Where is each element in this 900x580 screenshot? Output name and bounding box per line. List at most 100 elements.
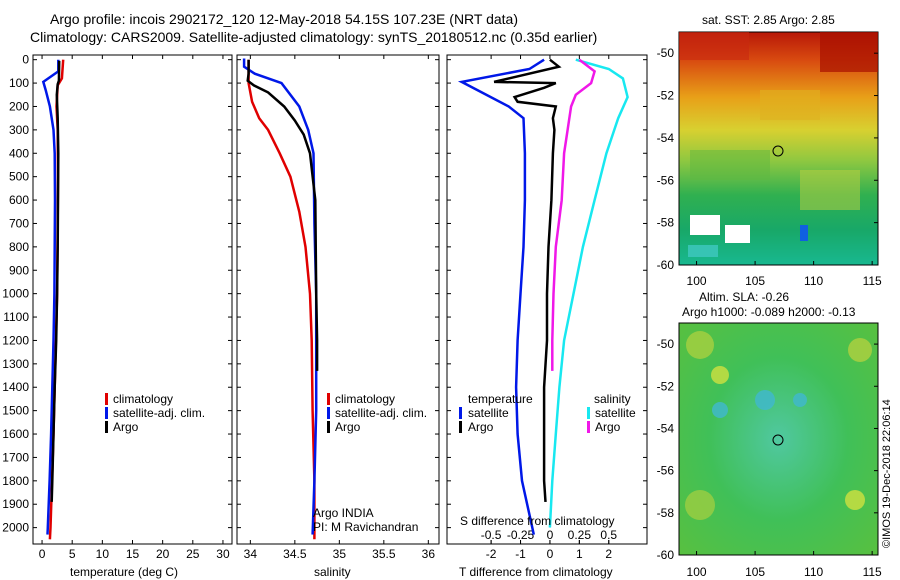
x-tick-label: 25 — [186, 547, 200, 561]
lat-tick-label: -56 — [657, 173, 675, 187]
lon-tick-label: 110 — [804, 274, 823, 288]
legend-label-s-argo: Argo — [595, 420, 621, 434]
legend-swatch-s-satellite — [587, 407, 590, 419]
s-difference-axis-label: S difference from climatology — [460, 514, 615, 528]
x-tick-label: 0.5 — [600, 528, 617, 542]
map2-title-1: Altim. SLA: -0.26 — [699, 290, 789, 304]
x-tick-label: 5 — [69, 547, 76, 561]
difference-legend: temperature satellite Argo salinity sate… — [459, 392, 636, 434]
lat-tick-label: -56 — [657, 464, 675, 478]
legend-label-climatology: climatology — [113, 392, 173, 406]
lon-tick-label: 100 — [687, 274, 707, 288]
depth-tick-label: 1600 — [2, 427, 29, 441]
x-tick-label: 30 — [216, 547, 230, 561]
legend-label-s-satellite: satellite — [595, 406, 636, 420]
depth-tick-label: 400 — [9, 146, 29, 160]
x-tick-label: -0.25 — [507, 528, 535, 542]
temperature-satellite-adj-clim--line — [41, 59, 60, 535]
credit-pi: PI: M Ravichandran — [313, 520, 418, 534]
x-tick-label: 10 — [96, 547, 110, 561]
salinity-x-ticks: 34 34.5 35 35.5 36 — [244, 55, 436, 561]
legend-swatch-argo — [327, 421, 330, 433]
depth-tick-label: 1800 — [2, 474, 29, 488]
x-tick-label: 0 — [547, 547, 554, 561]
depth-tick-label: 2000 — [2, 521, 29, 535]
lon-tick-label: 110 — [804, 565, 823, 579]
depth-tick-label: 700 — [9, 216, 29, 230]
legend-swatch-climatology — [105, 393, 108, 405]
lon-tick-label: 105 — [745, 565, 765, 579]
temperature-legend: climatology satellite-adj. clim. Argo — [105, 392, 205, 434]
difference-panel-frame — [446, 54, 648, 545]
depth-tick-label: 300 — [9, 123, 29, 137]
map2-lat-ticks: -50 -52 -54 -56 -58 -60 — [657, 337, 878, 562]
title-line-1: Argo profile: incois 2902172_120 12-May-… — [50, 11, 518, 27]
legend-header-temperature: temperature — [468, 392, 533, 406]
x-tick-label: -2 — [486, 547, 497, 561]
legend-swatch-t-satellite — [459, 407, 462, 419]
legend-label-satellite: satellite-adj. clim. — [335, 406, 427, 420]
salinity-legend: climatology satellite-adj. clim. Argo Ar… — [313, 392, 427, 534]
depth-tick-label: 1700 — [2, 450, 29, 464]
lat-tick-label: -54 — [657, 131, 675, 145]
x-tick-label: 0.25 — [568, 528, 592, 542]
map1-lat-ticks: -50 -52 -54 -56 -58 -60 — [657, 46, 878, 272]
x-tick-label: 1 — [576, 547, 583, 561]
legend-label-t-satellite: satellite — [468, 406, 509, 420]
map1-argo-location-marker — [772, 145, 784, 157]
legend-swatch-argo — [105, 421, 108, 433]
depth-tick-label: 1500 — [2, 404, 29, 418]
side-credit: ©IMOS 19-Dec-2018 22:06:14 — [881, 399, 893, 548]
temperature-axis-label: temperature (deg C) — [70, 565, 178, 579]
map2-sla-field — [678, 322, 879, 556]
x-tick-label: 0 — [547, 528, 554, 542]
x-tick-label: 15 — [126, 547, 140, 561]
salinity-panel-frame — [236, 54, 440, 545]
depth-axis: 0 100 200 300 400 500 600 700 800 900 1000 1100 1200… — [2, 53, 647, 535]
legend-swatch-satellite — [327, 407, 330, 419]
x-tick-label: 36 — [422, 547, 436, 561]
difference-x-ticks: -2 -1 0 1 2 — [486, 55, 612, 561]
depth-tick-label: 1100 — [3, 310, 29, 324]
legend-header-salinity: salinity — [594, 392, 631, 406]
legend-swatch-satellite — [105, 407, 108, 419]
salinity-climatology-line — [247, 59, 316, 540]
depth-tick-label: 1300 — [2, 357, 29, 371]
depth-tick-label: 0 — [22, 53, 29, 67]
x-tick-label: 35 — [333, 547, 347, 561]
lat-tick-label: -60 — [657, 548, 675, 562]
depth-tick-label: 1900 — [2, 497, 29, 511]
lon-tick-label: 105 — [745, 274, 765, 288]
map1-lon-ticks: 100 105 110 115 — [687, 261, 882, 288]
lat-tick-label: -54 — [657, 421, 675, 435]
depth-tick-label: 200 — [9, 99, 29, 113]
difference-temperature-argo-line — [493, 58, 562, 502]
title-line-2: Climatology: CARS2009. Satellite-adjuste… — [30, 29, 597, 45]
x-tick-label: -1 — [515, 547, 526, 561]
legend-label-t-argo: Argo — [468, 420, 494, 434]
x-tick-label: 20 — [156, 547, 170, 561]
x-tick-label: 34 — [244, 547, 258, 561]
t-difference-axis-label: T difference from climatology — [459, 565, 613, 579]
profile-lines — [41, 58, 629, 540]
x-tick-label: 34.5 — [283, 547, 307, 561]
difference-temperature-satellite-line — [457, 58, 545, 535]
lon-tick-label: 115 — [863, 274, 882, 288]
lat-tick-label: -50 — [657, 46, 675, 60]
x-tick-label: 2 — [605, 547, 612, 561]
map2-title-2: Argo h1000: -0.089 h2000: -0.13 — [682, 305, 856, 319]
map2-argo-location-marker — [772, 434, 784, 446]
lat-tick-label: -58 — [657, 216, 675, 230]
x-tick-label: -0.5 — [481, 528, 502, 542]
legend-label-climatology: climatology — [335, 392, 395, 406]
depth-tick-label: 500 — [9, 170, 29, 184]
depth-tick-label: 800 — [9, 240, 29, 254]
difference-salinity-satellite-line — [548, 58, 629, 528]
depth-tick-label: 100 — [9, 76, 29, 90]
lat-tick-label: -60 — [657, 258, 675, 272]
lon-tick-label: 115 — [863, 565, 882, 579]
legend-label-argo: Argo — [335, 420, 361, 434]
salinity-axis-label: salinity — [314, 565, 351, 579]
temperature-panel-frame — [32, 54, 233, 545]
